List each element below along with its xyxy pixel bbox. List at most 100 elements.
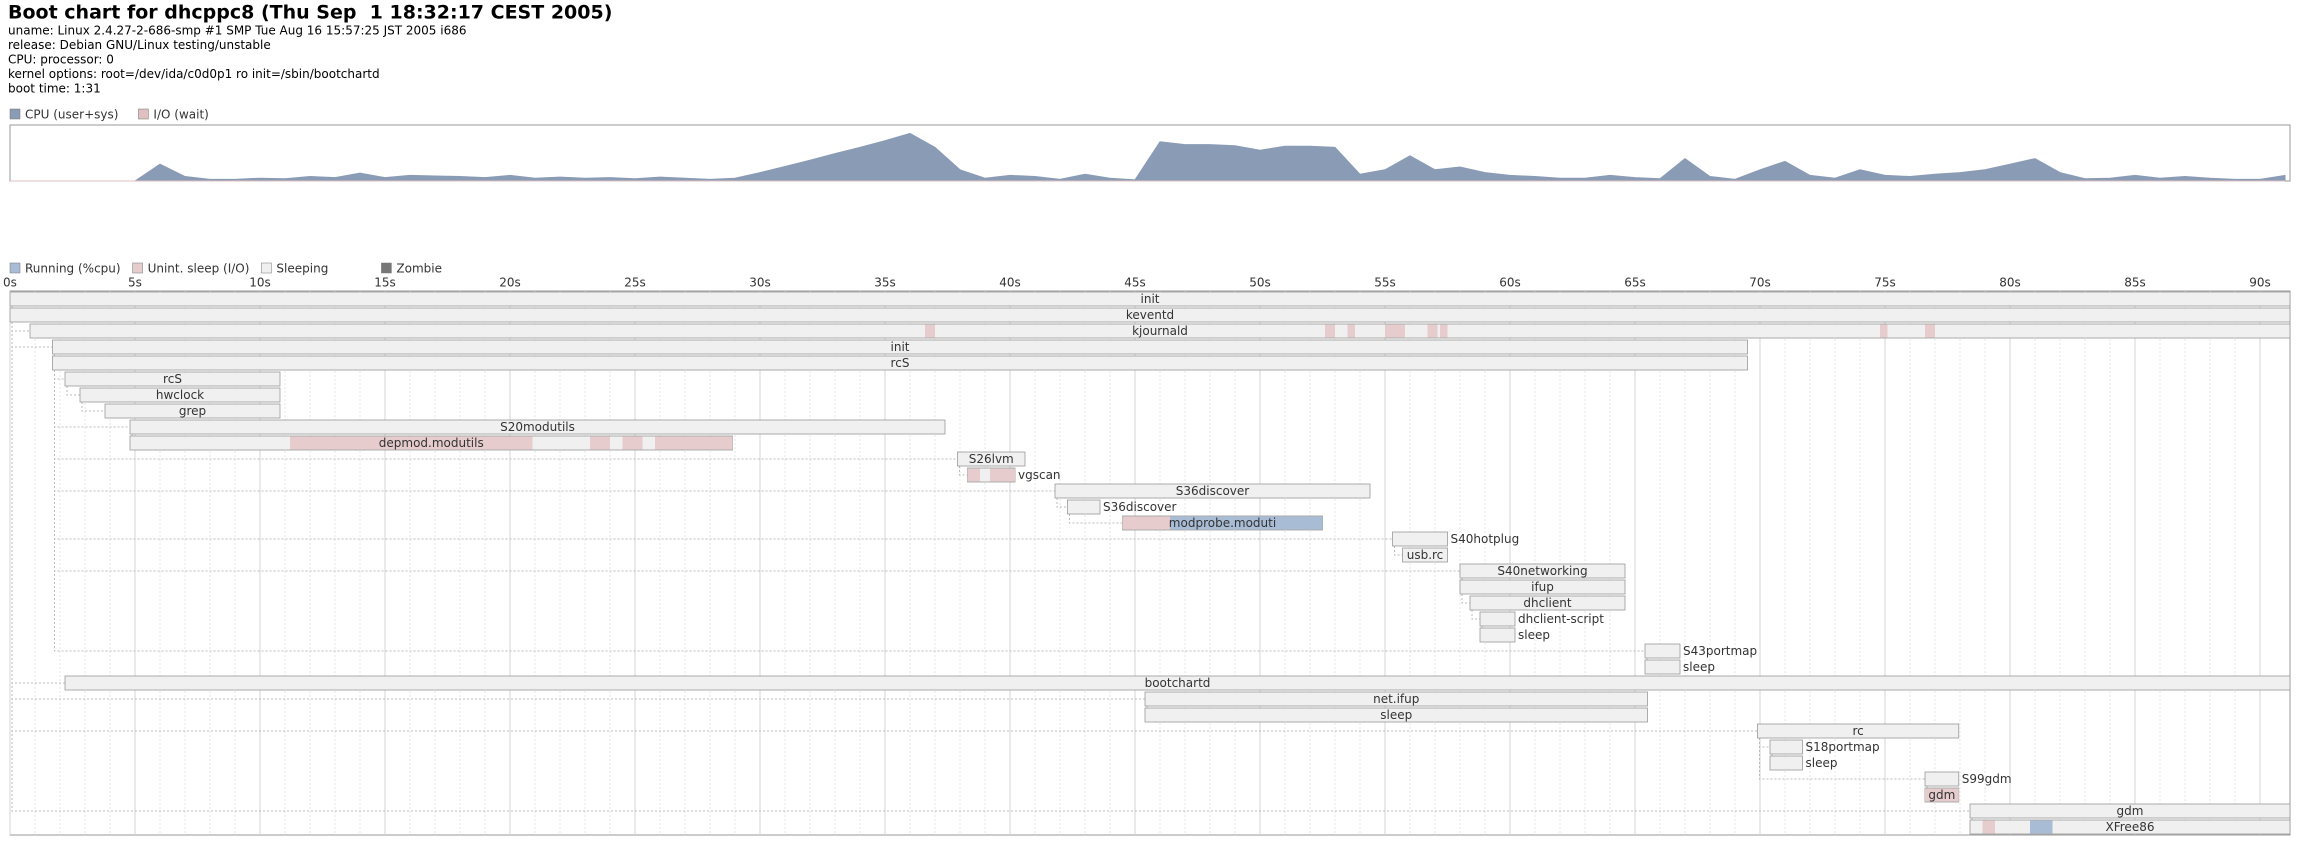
process-label: hwclock [156,388,204,402]
process-label: grep [179,404,206,418]
cpu-segment [1170,516,1323,530]
process-label: S36discover [1176,484,1250,498]
x-tick-label: 25s [624,276,646,290]
io-segment [1982,820,1995,834]
process-bar [1769,755,1803,771]
io-segment [1925,324,1935,338]
x-tick-label: 35s [874,276,896,290]
io-segment [622,436,643,450]
tree-connector [1056,498,1068,508]
process-bar [1924,771,1960,787]
io-segment [1925,788,1959,802]
x-tick-label: 80s [1999,276,2021,290]
legend-swatch [261,262,272,274]
title: Boot chart for dhcppc8 (Thu Sep 1 18:32:… [8,2,612,24]
x-tick-label: 50s [1249,276,1271,290]
x-tick-label: 65s [1624,276,1646,290]
legend-swatch [132,262,143,274]
process-bar [1479,611,1516,627]
legend-label: Sleeping [276,262,328,276]
tree-connector [1069,514,1123,524]
io-segment [1440,324,1448,338]
tree-connector [959,466,968,476]
process-label: S20modutils [500,420,575,434]
process-bar [1644,643,1681,659]
process-label: init [891,340,910,354]
x-tick-label: 85s [2124,276,2146,290]
process-bar [1969,803,2291,819]
legend-label: I/O (wait) [153,108,208,122]
process-bar [1392,531,1448,547]
x-tick-label: 55s [1374,276,1396,290]
legend-swatch [381,262,392,274]
process-label: S26lvm [969,452,1014,466]
gantt-frame [9,290,2291,836]
process-bar [1144,691,1648,707]
x-tick-label: 20s [499,276,521,290]
process-label: bootchartd [1145,676,1211,690]
tree-connector [66,386,80,396]
process-bar [1402,547,1448,563]
tree-connector [1759,738,1925,780]
process-bar [64,675,2291,691]
process-label: ifup [1531,580,1554,594]
process-label: usb.rc [1407,548,1444,562]
io-segment [1122,516,1170,530]
process-bar [1459,579,1626,595]
process-label: net.ifup [1373,692,1419,706]
x-tick-label: 5s [128,276,142,290]
io-segment [1325,324,1335,338]
tree-connector [1461,594,1470,604]
legend-swatch [9,108,21,120]
io-segment [655,436,733,450]
legend-label: Running (%cpu) [25,262,121,276]
legend-label: CPU (user+sys) [25,108,118,122]
process-label: S18portmap [1806,740,1880,754]
x-tick-label: 70s [1749,276,1771,290]
io-segment [925,324,935,338]
io-segment [967,468,980,482]
header-line: release: Debian GNU/Linux testing/unstab… [8,38,271,52]
process-label: depmod.modutils [379,436,484,450]
process-label: dhclient-script [1518,612,1604,626]
process-label: gdm [1928,788,1955,802]
tree-connector [11,306,1970,812]
process-label: S36discover [1103,500,1177,514]
tree-connector [1394,546,1403,556]
header-line: kernel options: root=/dev/ida/c0d0p1 ro … [8,67,380,81]
process-bar [1469,595,1626,611]
x-tick-label: 30s [749,276,771,290]
x-tick-label: 0s [3,276,17,290]
process-label: vgscan [1018,468,1061,482]
io-segment [1385,324,1405,338]
process-bar [104,403,281,419]
x-tick-label: 90s [2249,276,2271,290]
process-bar [9,291,2291,307]
legend-swatch [138,108,149,120]
process-label: XFree86 [2106,820,2155,834]
process-label: sleep [1380,708,1412,722]
x-tick-label: 40s [999,276,1021,290]
process-bar [957,451,1026,467]
legend-label: Zombie [396,262,442,276]
process-label: S43portmap [1683,644,1757,658]
io-segment [290,436,533,450]
tree-connector [54,370,1645,652]
process-bar [1644,659,1681,675]
process-label: sleep [1683,660,1715,674]
process-label: kjournald [1132,324,1188,338]
process-bar [9,307,2291,323]
io-segment [1427,324,1438,338]
process-label: rcS [891,356,910,370]
process-bar [1054,483,1371,499]
tree-connector [1471,610,1480,620]
process-bar [64,371,281,387]
legend-label: Unint. sleep (I/O) [148,262,250,276]
process-bar [1459,563,1626,579]
process-bar [1067,499,1101,515]
x-tick-label: 45s [1124,276,1146,290]
x-tick-label: 60s [1499,276,1521,290]
process-bar [79,387,281,403]
